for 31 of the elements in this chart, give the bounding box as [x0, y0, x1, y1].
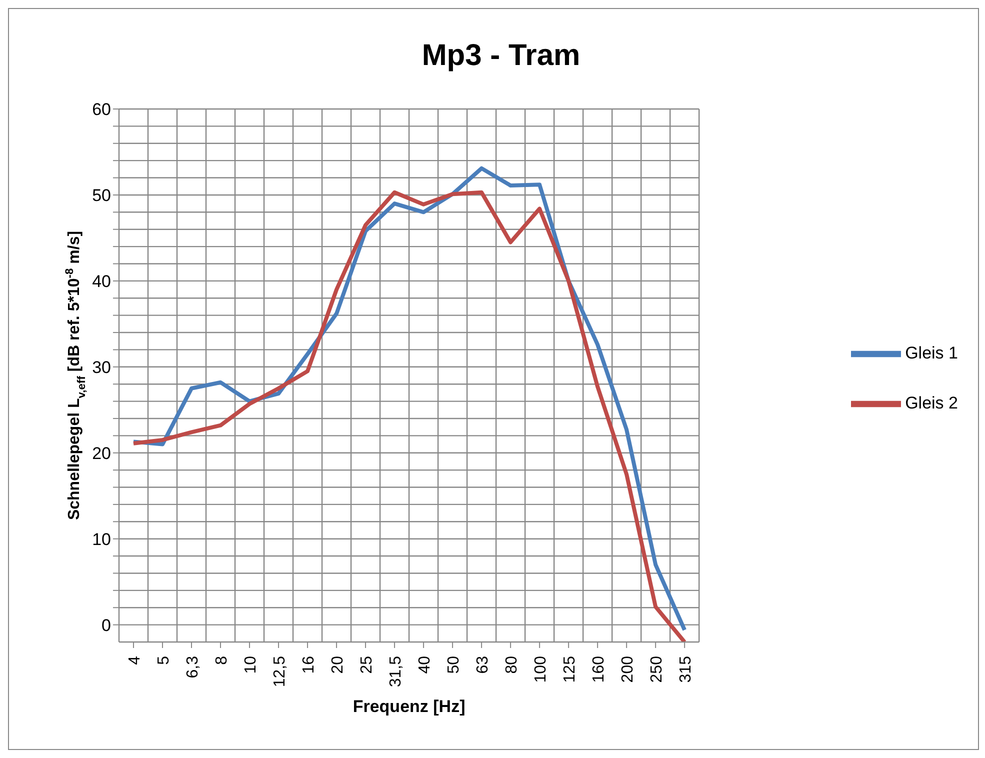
chart-title: Mp3 - Tram	[420, 39, 582, 73]
x-tick-label: 20	[330, 656, 347, 674]
x-tick-label: 50	[446, 656, 463, 674]
x-tick-label: 125	[562, 656, 579, 683]
x-tick-label: 6,3	[184, 656, 202, 678]
y-tick-label: 0	[102, 616, 111, 635]
x-tick-label: 100	[532, 656, 550, 683]
legend-label: Gleis 2	[905, 393, 958, 412]
x-tick-label: 250	[648, 656, 666, 683]
x-tick-label: 4	[126, 656, 144, 665]
x-tick-label: 80	[504, 656, 521, 674]
x-tick-label: 31,5	[388, 656, 405, 688]
y-tick-label: 10	[92, 530, 111, 549]
x-tick-label: 63	[474, 656, 492, 674]
y-tick-label: 50	[92, 186, 111, 206]
x-tick-label: 40	[416, 656, 434, 674]
x-axis-title: Frequenz [Hz]	[352, 697, 466, 716]
x-tick-label: 25	[358, 656, 376, 674]
x-tick-label: 10	[242, 656, 260, 674]
y-tick-label: 60	[92, 100, 111, 120]
y-tick-label: 40	[92, 272, 111, 291]
x-tick-label: 12,5	[272, 656, 289, 688]
x-tick-label: 8	[214, 656, 231, 665]
y-tick-label: 30	[92, 358, 111, 377]
x-tick-label: 200	[620, 656, 637, 683]
x-tick-label: 16	[300, 656, 318, 674]
x-tick-label: 5	[156, 656, 173, 665]
x-tick-label: 315	[678, 656, 695, 683]
x-tick-label: 160	[590, 656, 608, 683]
legend-label: Gleis 1	[905, 343, 958, 362]
y-tick-label: 20	[92, 444, 111, 463]
